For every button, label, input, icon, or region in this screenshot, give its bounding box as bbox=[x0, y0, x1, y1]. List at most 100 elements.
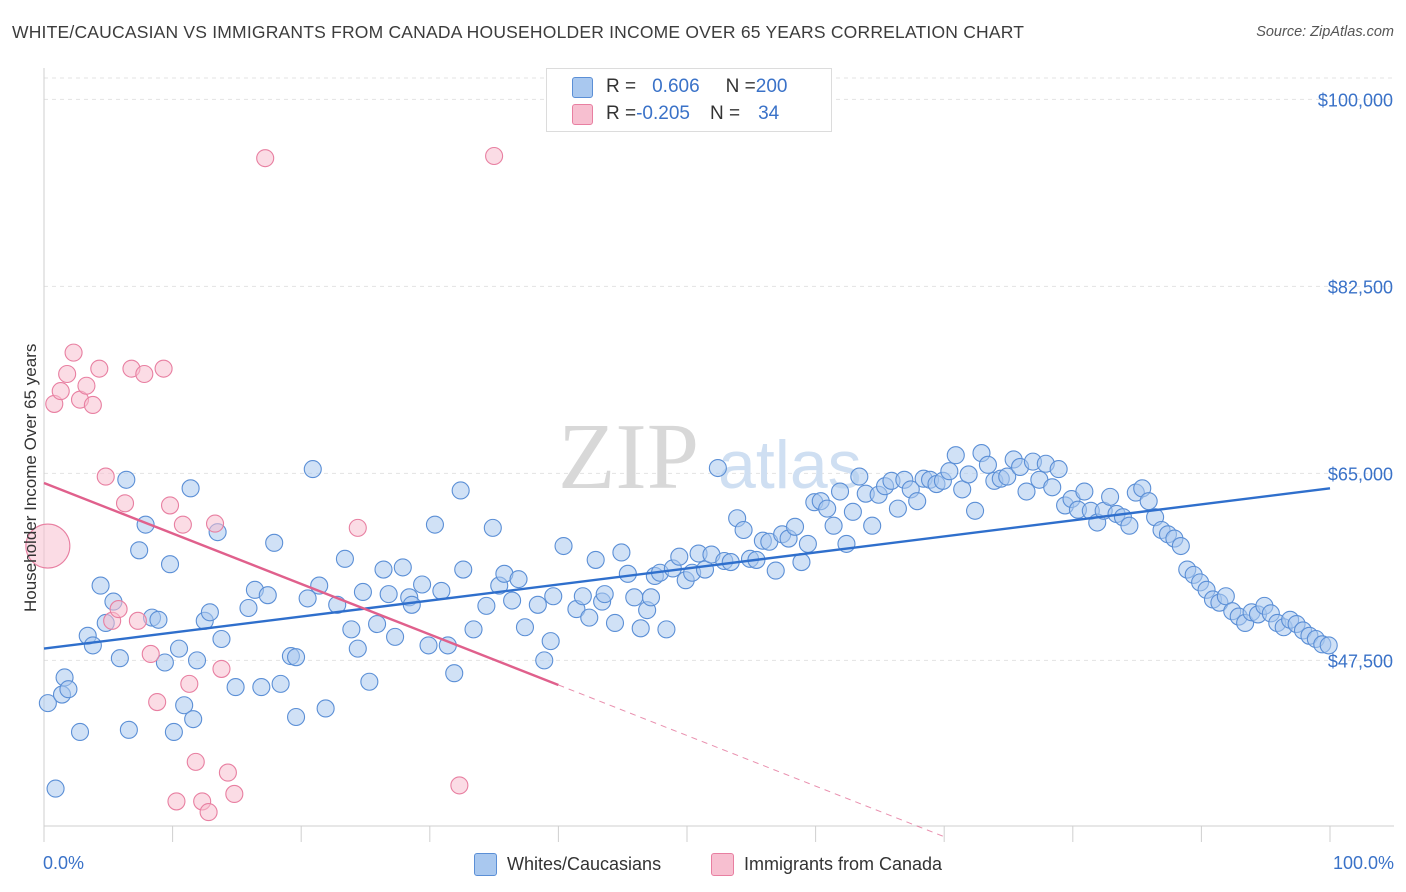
y-tick-label: $82,500 bbox=[1328, 277, 1393, 297]
canada-point bbox=[115, 494, 135, 513]
whites-point bbox=[734, 520, 753, 540]
whites-point bbox=[360, 672, 379, 691]
whites-point bbox=[1171, 536, 1190, 556]
whites-point bbox=[239, 598, 258, 618]
legend-r-value: 0.606 bbox=[652, 76, 700, 97]
whites-point bbox=[580, 608, 599, 627]
whites-point bbox=[258, 586, 277, 605]
whites-point bbox=[1216, 587, 1235, 606]
canada-point bbox=[154, 359, 173, 378]
whites-point bbox=[265, 533, 284, 552]
whites-point bbox=[657, 620, 676, 639]
canada-point bbox=[90, 359, 109, 378]
whites-point bbox=[843, 502, 862, 521]
canada-point bbox=[58, 364, 77, 384]
canada-point bbox=[128, 611, 147, 630]
whites-point bbox=[271, 674, 290, 693]
legend-row-whites: R = 0.606 N = 200 bbox=[547, 74, 787, 100]
canada-point bbox=[148, 692, 167, 712]
whites-point bbox=[573, 587, 592, 606]
canada-point bbox=[77, 376, 96, 395]
whites-point bbox=[830, 482, 850, 501]
trend-line-canada-extension bbox=[558, 684, 945, 838]
whites-point bbox=[785, 517, 805, 536]
whites-point bbox=[946, 446, 965, 465]
whites-point bbox=[1101, 487, 1120, 506]
whites-point bbox=[1049, 460, 1068, 479]
canada-point bbox=[205, 514, 225, 533]
x-tick-label-min: 0.0% bbox=[43, 853, 84, 873]
canada-point bbox=[485, 146, 504, 166]
canada-point bbox=[167, 792, 186, 811]
whites-point bbox=[287, 707, 306, 727]
source-label: Source: ZipAtlas.com bbox=[1256, 24, 1394, 40]
canada-point bbox=[64, 343, 83, 362]
whites-point bbox=[850, 467, 869, 486]
whites-point bbox=[509, 570, 528, 589]
whites-point bbox=[1139, 492, 1158, 511]
x-tick-label-max: 100.0% bbox=[1333, 853, 1394, 873]
legend-label-whites: Whites/Caucasians bbox=[507, 853, 662, 874]
whites-point bbox=[303, 460, 322, 479]
whites-point bbox=[130, 541, 149, 560]
correlation-legend: R = 0.606 N = 200 R = -0.205 N = 34 bbox=[546, 68, 832, 132]
whites-point bbox=[164, 722, 183, 742]
canada-point bbox=[199, 803, 218, 822]
whites-point bbox=[618, 564, 637, 583]
canada-point bbox=[96, 467, 115, 486]
whites-point bbox=[425, 515, 444, 534]
whites-point bbox=[625, 588, 644, 607]
legend-n-value: 200 bbox=[755, 76, 788, 97]
whites-point bbox=[959, 465, 978, 484]
legend-item-whites: Whites/Caucasians bbox=[474, 851, 661, 877]
whites-point bbox=[1319, 636, 1338, 655]
canada-point bbox=[135, 364, 154, 384]
canada-point bbox=[141, 644, 160, 664]
legend-r-label: R = bbox=[606, 76, 637, 97]
whites-point bbox=[432, 581, 451, 600]
whites-point bbox=[149, 610, 168, 629]
whites-point bbox=[169, 639, 189, 658]
canada-point bbox=[450, 776, 469, 795]
whites-point bbox=[402, 595, 421, 614]
legend-item-canada: Immigrants from Canada bbox=[711, 851, 942, 877]
whites-point bbox=[119, 720, 138, 739]
y-tick-label: $100,000 bbox=[1318, 90, 1393, 110]
whites-point bbox=[184, 710, 203, 729]
whites-point bbox=[38, 694, 57, 713]
whites-point bbox=[586, 550, 605, 569]
legend-row-canada: R = -0.205 N = 34 bbox=[547, 101, 779, 127]
legend-swatch-blue bbox=[474, 852, 497, 876]
legend-r-label: R = bbox=[606, 103, 637, 124]
series-canada-points bbox=[25, 146, 504, 822]
whites-point bbox=[117, 470, 136, 489]
whites-point bbox=[595, 585, 614, 604]
whites-point bbox=[91, 576, 110, 595]
whites-point bbox=[181, 479, 200, 498]
whites-point bbox=[46, 779, 65, 798]
whites-point bbox=[641, 588, 661, 607]
whites-point bbox=[708, 458, 727, 478]
whites-point bbox=[978, 455, 997, 474]
watermark-zip: ZIP bbox=[558, 405, 699, 509]
chart-title: WHITE/CAUCASIAN VS IMMIGRANTS FROM CANAD… bbox=[12, 22, 1025, 42]
whites-point bbox=[252, 678, 271, 697]
y-tick-labels: $47,500 $65,000 $82,500 $100,000 bbox=[1318, 90, 1393, 671]
whites-point bbox=[1017, 482, 1036, 501]
whites-point bbox=[766, 561, 785, 580]
canada-point bbox=[109, 600, 128, 619]
whites-point bbox=[818, 499, 837, 518]
canada-point bbox=[256, 149, 275, 168]
whites-point bbox=[528, 595, 547, 614]
whites-point bbox=[287, 648, 306, 667]
canada-point bbox=[218, 763, 237, 782]
whites-point bbox=[940, 462, 959, 481]
canada-point bbox=[225, 784, 244, 803]
legend-r-value: -0.205 bbox=[636, 103, 690, 124]
whites-point bbox=[386, 627, 405, 646]
legend-n-label: N = bbox=[725, 76, 756, 97]
whites-point bbox=[670, 547, 689, 566]
series-whites-points bbox=[38, 444, 1338, 798]
whites-point bbox=[483, 518, 502, 537]
